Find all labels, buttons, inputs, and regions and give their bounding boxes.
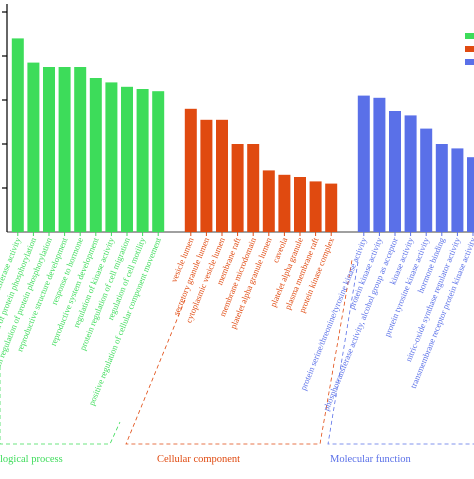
bar <box>357 95 370 232</box>
bar <box>200 119 213 232</box>
legend-swatch <box>465 46 474 52</box>
group-bracket <box>327 261 474 445</box>
bar <box>294 177 306 232</box>
bar <box>325 183 338 232</box>
bar <box>121 86 133 232</box>
bar <box>373 97 386 232</box>
bar <box>262 170 275 232</box>
bar <box>27 62 40 232</box>
bar-group-2: protein serine/threonine/tyrosine kinase… <box>298 95 474 465</box>
bar <box>451 148 464 232</box>
bar <box>89 78 102 232</box>
bar <box>231 144 244 232</box>
legend-swatch <box>465 33 474 39</box>
bar <box>216 119 228 232</box>
bar <box>278 174 291 232</box>
group-label: Cellular component <box>157 454 240 465</box>
bar <box>58 67 71 232</box>
bar <box>247 144 260 232</box>
group-label: Molecular function <box>330 454 412 465</box>
bar <box>152 91 165 232</box>
bar <box>435 144 448 232</box>
bar <box>11 38 24 233</box>
bar <box>43 67 55 232</box>
bar <box>184 108 197 232</box>
bar <box>309 181 322 232</box>
bar <box>420 128 433 232</box>
bar <box>404 115 417 232</box>
bar <box>389 111 401 232</box>
bar <box>105 82 118 233</box>
bar <box>136 89 149 232</box>
legend-swatch <box>465 59 474 65</box>
bar <box>467 157 474 232</box>
group-bracket <box>125 259 353 445</box>
group-bracket <box>0 366 121 445</box>
group-label: logical process <box>0 454 63 465</box>
bar <box>74 67 87 232</box>
